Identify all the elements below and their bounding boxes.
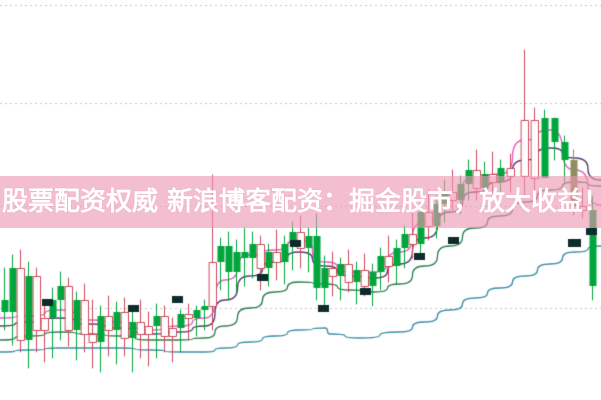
watermark-banner: 股票配资权威 新浪博客配资：掘金股市，放大收益！: [0, 176, 601, 228]
watermark-text: 股票配资权威 新浪博客配资：掘金股市，放大收益！: [2, 187, 601, 217]
